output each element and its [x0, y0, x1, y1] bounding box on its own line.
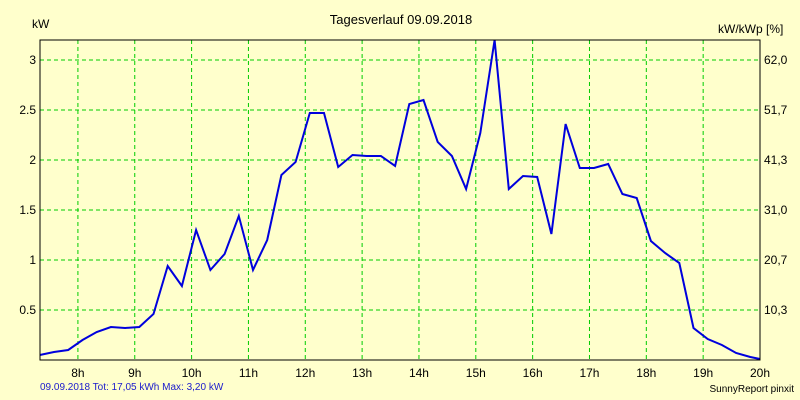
- x-tick-label: 18h: [636, 366, 656, 380]
- x-tick-label: 16h: [523, 366, 543, 380]
- y2-tick-label: 31,0: [764, 203, 788, 217]
- y-tick-label: 2: [29, 153, 36, 167]
- x-tick-label: 9h: [128, 366, 141, 380]
- y-tick-label: 1: [29, 253, 36, 267]
- x-tick-label: 12h: [295, 366, 315, 380]
- chart-title: Tagesverlauf 09.09.2018: [330, 12, 472, 27]
- series-line: [39, 39, 761, 360]
- x-tick-label: 20h: [750, 366, 770, 380]
- x-tick-label: 15h: [466, 366, 486, 380]
- y2-tick-label: 20,7: [764, 253, 788, 267]
- x-tick-label: 17h: [579, 366, 599, 380]
- x-tick-label: 11h: [239, 366, 258, 380]
- x-tick-label: 10h: [182, 366, 202, 380]
- y-tick-label: 0.5: [19, 303, 36, 317]
- grid: [40, 40, 761, 360]
- y2-tick-label: 10,3: [764, 303, 788, 317]
- x-tick-label: 13h: [352, 366, 372, 380]
- y2-tick-label: 62,0: [764, 53, 788, 67]
- y-axis-right-label: kW/kWp [%]: [718, 22, 783, 36]
- y-tick-label: 3: [29, 53, 36, 67]
- y2-tick-label: 41,3: [764, 153, 788, 167]
- y-tick-label: 2.5: [19, 103, 36, 117]
- y2-tick-label: 51,7: [764, 103, 788, 117]
- x-tick-label: 8h: [71, 366, 84, 380]
- footer-summary: 09.09.2018 Tot: 17,05 kWh Max: 3,20 kW: [40, 382, 224, 393]
- x-tick-label: 14h: [409, 366, 429, 380]
- plot-frame: [39, 39, 761, 361]
- axis-ticks: 0.5 10,3 1 20,7 1.5 31,0 2 41,3 2.5 51,7 3 62,0 8h 9h…: [19, 53, 787, 380]
- footer-credit: SunnyReport pinxit: [709, 384, 795, 395]
- y-axis-left-label: kW: [32, 17, 50, 31]
- series: [39, 39, 761, 360]
- y-tick-label: 1.5: [19, 203, 36, 217]
- x-tick-label: 19h: [693, 366, 713, 380]
